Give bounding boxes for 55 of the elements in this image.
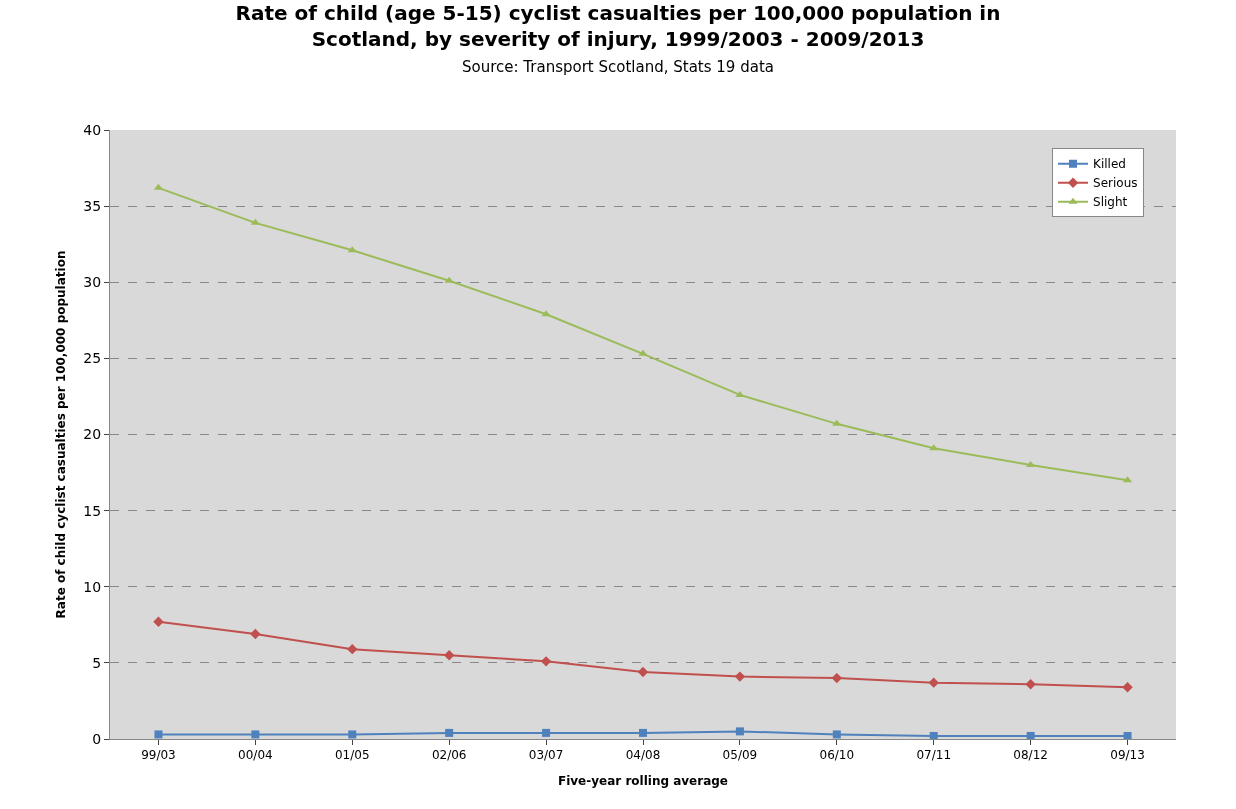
x-tick-label: 08/12: [1013, 748, 1048, 763]
chart-title: Rate of child (age 5-15) cyclist casualties per 100,000 population in Scotland, by severity of injury, 1999/2003 - 2009/2013: [235, 1, 1001, 52]
point: [735, 390, 745, 397]
y-tick-label: 10: [83, 578, 102, 595]
y-tick-label: 40: [83, 121, 102, 138]
x-tick-label: 07/11: [916, 748, 952, 763]
x-tick-label: 02/06: [431, 748, 467, 763]
point: [832, 730, 841, 739]
point: [734, 671, 746, 682]
legend-label: Slight: [1093, 195, 1128, 210]
point: [445, 728, 454, 737]
legend-label: Serious: [1093, 176, 1138, 191]
point: [832, 419, 842, 426]
point: [928, 677, 939, 688]
y-tick-label: 5: [92, 654, 102, 671]
point: [929, 731, 938, 739]
point: [1122, 682, 1133, 693]
point: [251, 730, 260, 739]
point: [929, 444, 939, 451]
point: [347, 643, 358, 655]
x-tick-label: 03/07: [528, 748, 564, 763]
point: [250, 628, 261, 640]
y-tick-label: 30: [83, 274, 102, 291]
x-tick-label: 99/03: [141, 748, 176, 763]
point: [542, 728, 551, 737]
point: [540, 656, 552, 667]
y-tick-label: 25: [83, 350, 102, 367]
point: [1025, 678, 1036, 690]
x-tick-label: 05/09: [722, 748, 758, 763]
point: [444, 276, 454, 283]
y-axis-title: Rate of child cyclist casualties per 100,000 population: [53, 250, 68, 619]
x-tick-label: 00/04: [238, 748, 273, 763]
point: [831, 672, 843, 684]
x-tick-label: 04/08: [625, 748, 661, 763]
point: [154, 730, 163, 739]
point: [638, 349, 648, 356]
point: [1123, 731, 1132, 739]
x-tick-label: 06/10: [819, 748, 855, 763]
chart-subtitle: Source: Transport Scotland, Stats 19 data: [462, 58, 774, 77]
y-tick-label: 0: [92, 730, 102, 747]
point: [639, 728, 647, 737]
point: [735, 727, 744, 736]
point: [250, 218, 260, 225]
y-tick-label: 20: [83, 426, 102, 443]
point: [1026, 460, 1036, 467]
x-tick-label: 01/05: [334, 748, 370, 763]
y-tick-label: 15: [83, 502, 102, 519]
point: [153, 616, 164, 627]
point: [637, 666, 649, 678]
point: [348, 730, 357, 739]
y-tick-label: 35: [83, 198, 102, 215]
x-axis-title: Five-year rolling average: [557, 774, 729, 789]
point: [1026, 731, 1035, 739]
legend-label: Killed: [1093, 157, 1126, 172]
x-tick-label: 09/13: [1110, 748, 1145, 763]
